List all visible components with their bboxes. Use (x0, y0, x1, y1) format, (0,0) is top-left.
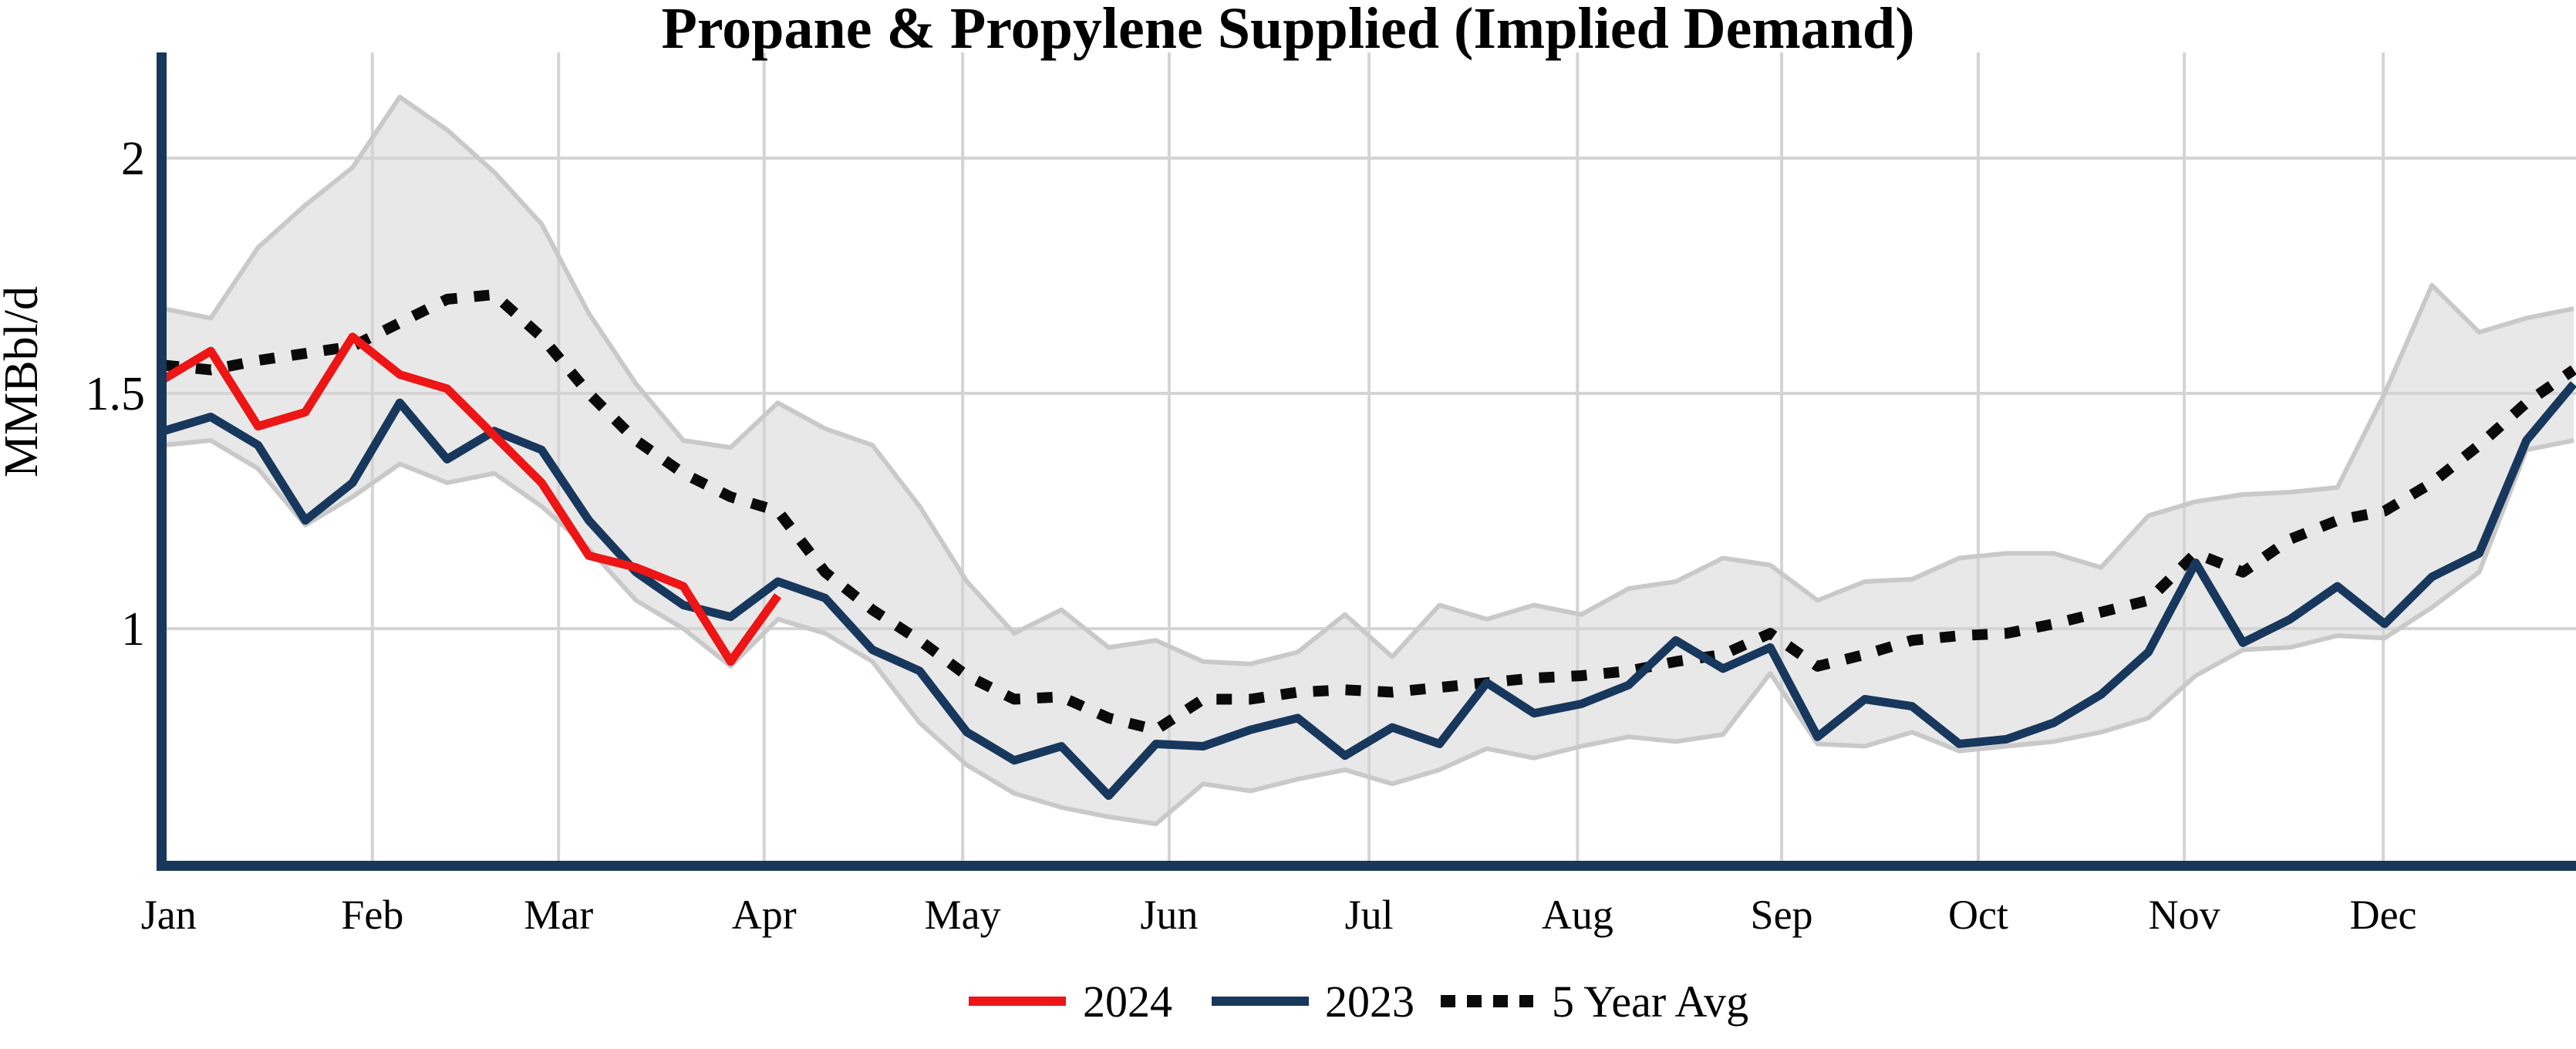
series-line-2024 (161, 332, 782, 666)
x-tick-label-jul: Jul (1345, 892, 1394, 938)
series-line-2023 (162, 381, 2576, 801)
gridlines-layer (164, 52, 2576, 861)
series-layer (161, 288, 2576, 801)
y-tick-label-1: 1 (121, 603, 145, 656)
x-axis-line (157, 861, 2576, 871)
x-tick-labels: Jan Feb Mar Apr May Jun Jul Aug Sep Oct Nov Dec (141, 892, 2417, 938)
x-tick-label-apr: Apr (732, 892, 797, 938)
x-tick-label-sep: Sep (1751, 892, 1813, 938)
band-upper-edge (163, 94, 2574, 666)
x-tick-label-may: May (925, 892, 1001, 938)
x-tick-label-mar: Mar (524, 892, 593, 938)
x-tick-label-oct: Oct (1948, 892, 2008, 938)
x-tick-label-jan: Jan (141, 892, 197, 938)
band-edges-layer (163, 94, 2574, 827)
legend: 2024 2023 5 Year Avg (969, 976, 1748, 1027)
legend-item-2024: 2024 (969, 976, 1172, 1027)
y-tick-labels: 21.51 (86, 133, 146, 656)
axes-layer (157, 52, 2576, 871)
y-tick-label-2: 2 (121, 133, 145, 185)
x-tick-label-aug: Aug (1542, 892, 1613, 938)
legend-label: 2023 (1325, 976, 1414, 1027)
band-lower-edge (163, 438, 2574, 827)
band-fill-layer (164, 96, 2574, 825)
y-tick-label-1.5: 1.5 (86, 368, 146, 420)
chart-title: Propane & Propylene Supplied (Implied De… (661, 0, 1914, 61)
legend-item-2023: 2023 (1212, 976, 1414, 1027)
legend-item-5-year-avg: 5 Year Avg (1441, 976, 1748, 1027)
five-year-range-band (164, 96, 2574, 825)
x-tick-label-jun: Jun (1140, 892, 1198, 938)
x-tick-label-feb: Feb (341, 892, 403, 938)
y-axis-label: MMBbl/d (0, 286, 48, 477)
x-tick-label-dec: Dec (2350, 892, 2417, 938)
y-axis-line (157, 52, 167, 871)
legend-label: 2024 (1083, 976, 1172, 1027)
x-tick-label-nov: Nov (2149, 892, 2220, 938)
legend-label: 5 Year Avg (1552, 976, 1748, 1027)
